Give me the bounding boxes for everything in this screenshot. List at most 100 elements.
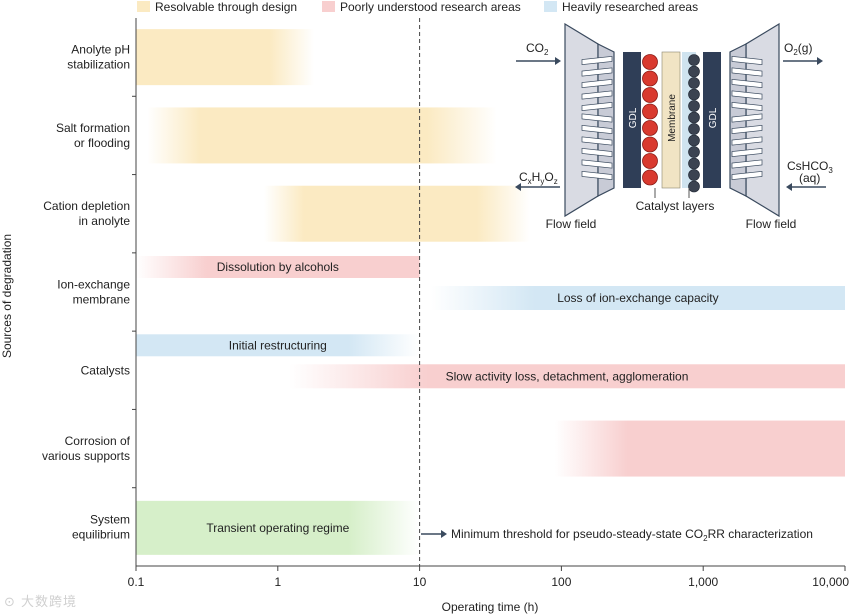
bar-poor-row3-top — [136, 256, 420, 278]
anode-particle — [688, 54, 700, 66]
legend-swatch-poor — [322, 1, 335, 12]
flow-field-right-label: Flow field — [746, 217, 797, 231]
bar-label-row6-full: Transient operating regime — [206, 521, 349, 535]
right-channel — [731, 148, 763, 157]
left-channel — [581, 113, 613, 123]
threshold-note: Minimum threshold for pseudo-steady-stat… — [421, 527, 813, 543]
co2-label: CO2 — [526, 41, 549, 57]
row-label-2-line0: Cation depletion — [43, 199, 130, 213]
right-channel — [731, 90, 763, 100]
threshold-note-prefix: Minimum threshold for pseudo-steady-stat… — [451, 527, 703, 541]
gdl-left-label: GDL — [628, 107, 639, 128]
row-label-2-line1: in anolyte — [79, 214, 131, 228]
right-channel — [731, 136, 763, 146]
right-channel — [731, 102, 763, 111]
left-channel — [581, 67, 613, 77]
row-label-6-line1: equilibrium — [72, 527, 130, 541]
anode-particle — [688, 77, 700, 89]
threshold-note-sub: 2 — [703, 534, 708, 543]
bar-design-row2-full — [264, 185, 530, 242]
left-channel — [581, 125, 613, 134]
cathode-particle — [642, 153, 658, 169]
o2-label: O2(g) — [784, 41, 812, 57]
y-ticks — [132, 95, 136, 489]
anode-particle — [688, 157, 700, 170]
row-label-6-line0: System — [90, 512, 130, 526]
x-tick-label: 0.1 — [128, 575, 145, 589]
x-tick-label: 10 — [413, 575, 427, 589]
right-channel — [731, 113, 763, 123]
x-axis-title: Operating time (h) — [442, 600, 539, 614]
left-channel — [581, 171, 613, 180]
bar-heavy-row4-top — [136, 334, 420, 357]
row-label-1-line0: Salt formation — [56, 121, 130, 135]
left-channel — [581, 56, 613, 65]
product-arrowhead — [515, 183, 521, 191]
legend-label-poor: Poorly understood research areas — [340, 0, 521, 14]
threshold-note-text: Minimum threshold for pseudo-steady-stat… — [451, 527, 813, 543]
gdl-right-label: GDL — [708, 107, 719, 128]
anode-particle — [688, 169, 700, 181]
right-channel — [731, 56, 763, 65]
row-label-0-line1: stabilization — [67, 58, 130, 72]
right-channel — [731, 67, 763, 77]
legend-label-design: Resolvable through design — [155, 0, 297, 14]
anode-catalyst-particles — [688, 54, 700, 193]
cathode-particle — [642, 136, 658, 153]
bar-label-row4-top: Initial restructuring — [229, 338, 327, 352]
row-label-1-line1: or flooding — [74, 136, 130, 150]
right-channel — [731, 79, 763, 88]
left-channel — [581, 79, 613, 88]
bar-label-row3-bottom: Loss of ion-exchange capacity — [557, 291, 718, 305]
right-flow-field — [729, 22, 780, 218]
bar-heavy-row3-bottom — [430, 286, 845, 310]
bar-design-row0-full — [136, 29, 314, 86]
right-channel — [731, 171, 763, 180]
anode-particle — [688, 134, 700, 147]
flow-field-left-label: Flow field — [546, 217, 597, 231]
bar-poor-row5-full — [554, 420, 845, 477]
legend-swatch-heavy — [544, 1, 557, 12]
anode-particle — [688, 123, 700, 135]
cathode-particle — [642, 87, 658, 103]
watermark: ⊙ 大数跨境 — [4, 595, 78, 610]
product-label: CxHyOz — [519, 170, 558, 186]
row-label-3-line0: Ion-exchange — [57, 278, 130, 292]
bars-layer: Dissolution by alcohols Loss of ion-excha… — [136, 29, 845, 555]
left-channel — [581, 90, 613, 100]
legend-swatch-design — [137, 1, 150, 12]
x-tick-label: 10,000 — [812, 575, 849, 589]
electrolyte-arrowhead — [786, 183, 792, 191]
o2-arrowhead — [817, 57, 823, 65]
cathode-catalyst-particles — [642, 54, 658, 186]
right-channel — [731, 159, 763, 169]
row-label-5-line1: various supports — [42, 449, 130, 463]
membrane-label: Membrane — [667, 94, 678, 142]
x-tick-label: 100 — [551, 575, 571, 589]
electrolyte-label-1: CsHCO3 — [787, 159, 833, 175]
gdl-right — [703, 52, 721, 188]
row-label-4-line0: Catalysts — [81, 363, 130, 377]
co2-arrowhead — [555, 57, 561, 65]
x-ticks: 0.1 1 10 100 1,000 10,000 — [128, 566, 849, 589]
threshold-note-suffix: RR characterization — [708, 527, 813, 541]
row-label-0-line0: Anolyte pH — [71, 43, 130, 57]
cathode-particle — [642, 103, 658, 120]
cathode-particle — [642, 169, 658, 186]
x-tick-label: 1 — [274, 575, 281, 589]
legend: Resolvable through design Poorly underst… — [137, 0, 698, 14]
watermark-text: 大数跨境 — [21, 595, 78, 610]
cathode-particle — [642, 54, 658, 70]
anode-particle — [688, 100, 700, 112]
left-flow-field — [564, 22, 615, 218]
cell-schematic: CO2 CxHyOz GDL Membrane GDL — [515, 22, 833, 231]
catalyst-layers-label: Catalyst layers — [636, 199, 715, 213]
y-axis-title: Sources of degradation — [0, 234, 14, 358]
left-channel — [581, 159, 613, 169]
membrane — [661, 51, 681, 189]
bar-label-row3-top: Dissolution by alcohols — [217, 260, 339, 274]
cathode-particle — [642, 70, 658, 87]
anode-particle — [688, 111, 700, 124]
